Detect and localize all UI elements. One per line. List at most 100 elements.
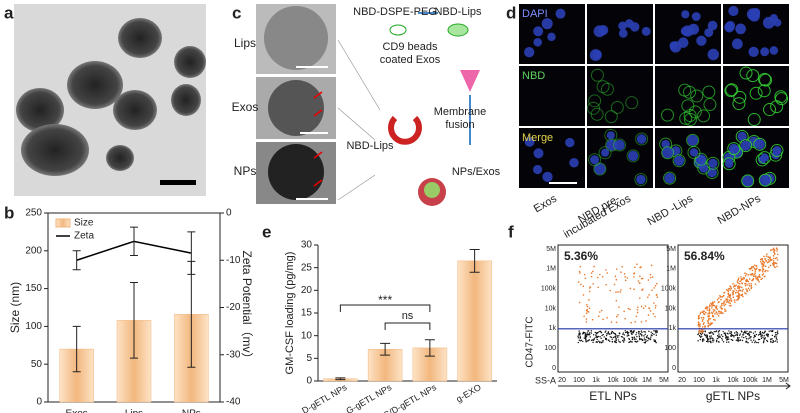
- event-dot: [620, 289, 622, 291]
- x-tick-label: 1k: [712, 377, 720, 384]
- nucleus: [704, 28, 714, 38]
- event-dot: [709, 317, 712, 320]
- y-axis-label: Size (nm): [8, 282, 22, 333]
- nucleus: [606, 131, 615, 140]
- event-dot: [751, 269, 754, 272]
- event-dot: [614, 335, 617, 337]
- event-dot: [641, 335, 643, 337]
- event-dot: [630, 332, 633, 335]
- event-dot: [615, 291, 617, 293]
- event-dot: [756, 278, 758, 281]
- event-dot: [737, 285, 739, 288]
- event-dot: [766, 253, 768, 256]
- event-dot: [655, 341, 657, 344]
- event-dot: [760, 278, 763, 281]
- nbd-signal: [598, 146, 612, 160]
- event-dot: [732, 290, 734, 292]
- event-dot: [600, 337, 602, 339]
- event-dot: [754, 335, 757, 337]
- event-dot: [768, 260, 770, 263]
- nbd-signal: [683, 85, 697, 99]
- x-tick-label: 1k: [592, 377, 600, 384]
- event-dot: [757, 341, 760, 344]
- column-label: Exos: [532, 192, 560, 215]
- event-dot: [641, 339, 644, 341]
- nucleus: [728, 143, 739, 154]
- event-dot: [718, 337, 720, 339]
- event-dot: [754, 340, 756, 343]
- event-dot: [598, 330, 600, 333]
- panel-label: e: [262, 222, 271, 241]
- event-dot: [741, 282, 743, 284]
- micrograph: [587, 66, 653, 126]
- annotation: ***: [378, 293, 392, 307]
- event-dot: [629, 308, 631, 311]
- event-dot: [605, 330, 607, 332]
- event-dot: [620, 271, 622, 273]
- event-dot: [776, 256, 778, 259]
- event-dot: [710, 303, 713, 306]
- event-dot: [747, 338, 749, 340]
- event-dot: [605, 338, 608, 340]
- event-dot: [619, 291, 622, 293]
- nucleus: [737, 131, 747, 142]
- event-dot: [588, 339, 590, 341]
- event-dot: [727, 296, 729, 298]
- event-dot: [701, 335, 703, 338]
- nucleus: [547, 32, 556, 42]
- event-dot: [585, 332, 587, 335]
- event-dot: [774, 257, 777, 260]
- event-dot: [772, 255, 775, 257]
- inset-label: Exos: [232, 100, 259, 114]
- event-dot: [654, 315, 656, 318]
- nucleus: [664, 172, 675, 184]
- event-dot: [585, 339, 587, 341]
- event-dot: [744, 274, 747, 277]
- nbd-signal: [604, 110, 618, 124]
- event-dot: [714, 319, 716, 321]
- event-dot: [748, 334, 750, 337]
- event-dot: [582, 294, 585, 296]
- event-dot: [758, 269, 760, 271]
- event-dot: [579, 265, 582, 268]
- event-dot: [745, 279, 747, 282]
- event-dot: [768, 330, 770, 332]
- event-dot: [763, 255, 765, 258]
- event-dot: [619, 341, 621, 343]
- event-dot: [754, 341, 756, 344]
- event-dot: [735, 289, 738, 292]
- event-dot: [633, 276, 635, 278]
- event-dot: [710, 302, 712, 305]
- event-dot: [738, 286, 741, 289]
- event-dot: [697, 322, 700, 324]
- y-tick-label: 10: [301, 330, 313, 341]
- event-dot: [720, 298, 722, 301]
- event-dot: [602, 339, 604, 342]
- event-dot: [653, 333, 655, 336]
- event-dot: [704, 334, 707, 337]
- event-dot: [628, 338, 631, 341]
- event-dot: [758, 275, 760, 278]
- event-dot: [654, 330, 656, 332]
- event-dot: [638, 332, 640, 335]
- event-dot: [770, 341, 772, 343]
- event-dot: [656, 282, 658, 285]
- event-dot: [582, 285, 585, 288]
- legend-label: Zeta: [74, 231, 94, 242]
- panel-label: a: [4, 3, 14, 22]
- event-dot: [766, 334, 769, 336]
- event-dot: [767, 335, 769, 338]
- nbd-signal: [725, 83, 739, 97]
- event-dot: [610, 321, 613, 323]
- event-dot: [759, 258, 762, 261]
- event-dot: [636, 308, 639, 311]
- event-dot: [590, 275, 593, 278]
- event-dot: [755, 333, 758, 336]
- event-dot: [772, 339, 774, 342]
- annotation: ns: [402, 310, 414, 322]
- event-dot: [615, 315, 618, 318]
- event-dot: [623, 334, 626, 336]
- event-dot: [753, 339, 755, 341]
- nucleus: [731, 38, 743, 50]
- event-dot: [710, 335, 712, 337]
